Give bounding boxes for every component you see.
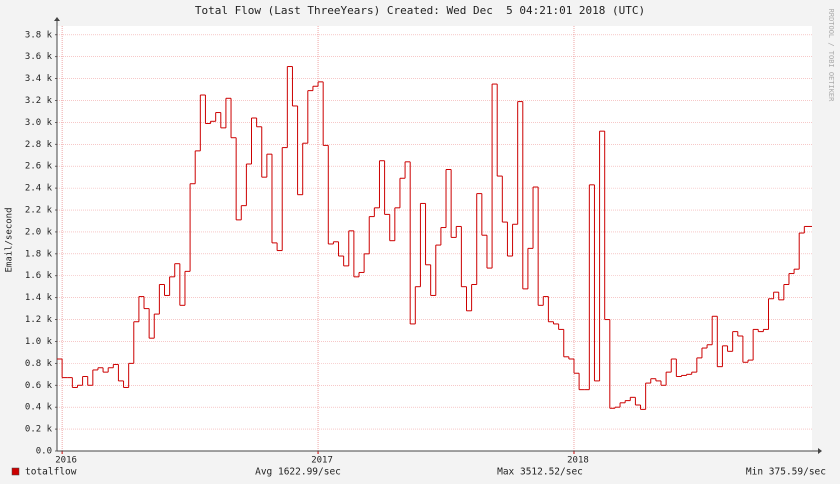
y-tick-label: 1.0 k [25,337,53,347]
y-tick-label: 3.6 k [25,52,53,62]
y-tick-label: 1.8 k [25,249,53,259]
watermark: RRDTOOL / TOBI OETIKER [827,9,835,103]
y-axis-arrow [54,17,60,21]
y-tick-label: 2.2 k [25,206,53,216]
legend-swatch [11,467,20,476]
x-tick-label: 2017 [311,456,333,466]
legend-label: totalflow [25,467,77,478]
y-tick-label: 2.4 k [25,184,53,194]
plot-area [57,26,812,451]
y-tick-label: 2.8 k [25,140,53,150]
y-tick-label: 0.0 [36,447,52,457]
y-tick-label: 3.0 k [25,118,53,128]
stat-min: Min 375.59/sec [746,467,826,478]
y-tick-label: 1.6 k [25,271,53,281]
chart-title: Total Flow (Last ThreeYears) Created: We… [195,4,645,17]
y-tick-label: 2.6 k [25,162,53,172]
y-tick-label: 3.4 k [25,74,53,84]
x-axis-arrow [818,448,822,454]
y-tick-label: 0.6 k [25,381,53,391]
y-tick-label: 0.4 k [25,403,53,413]
y-tick-label: 0.2 k [25,425,53,435]
y-tick-label: 3.8 k [25,30,53,40]
y-tick-label: 1.4 k [25,293,53,303]
x-tick-label: 2018 [567,456,589,466]
y-tick-label: 2.0 k [25,227,53,237]
y-tick-label: 1.2 k [25,315,53,325]
y-tick-label: 0.8 k [25,359,53,369]
stat-max: Max 3512.52/sec [497,467,583,478]
x-tick-label: 2016 [55,456,77,466]
y-tick-label: 3.2 k [25,96,53,106]
stat-avg: Avg 1622.99/sec [255,467,341,478]
y-axis-label: Email/second [5,207,15,272]
